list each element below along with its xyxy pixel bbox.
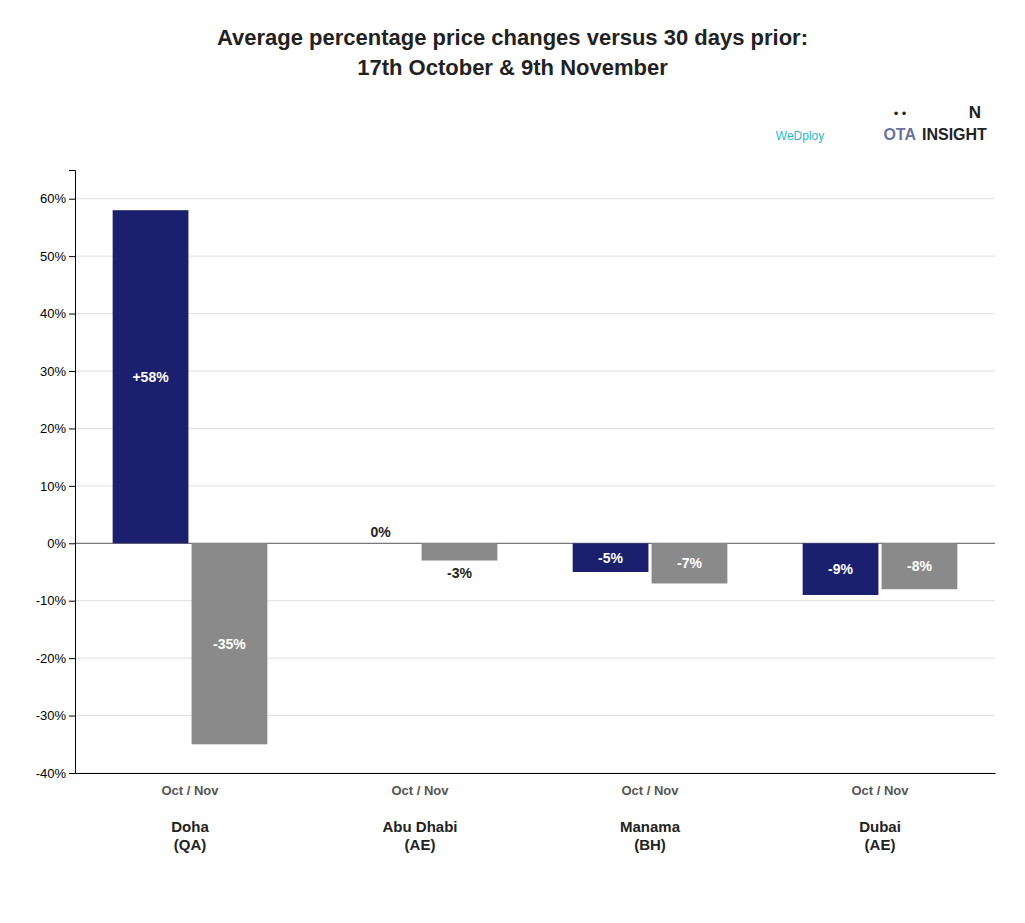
annotation: • • xyxy=(894,106,907,121)
tick-mark xyxy=(69,773,75,774)
tick: 40% xyxy=(40,306,75,321)
tick: Dubai(AE) Oct / Nov xyxy=(851,773,909,853)
tick-mark xyxy=(69,199,75,200)
tick: -10% xyxy=(36,593,75,608)
tick-label: 30% xyxy=(40,364,66,379)
data-label: -8% xyxy=(907,558,932,574)
plot: +58% 0% -5% -9% -35% -3% -7% -8% -40% -30% -20% -10… xyxy=(36,171,996,854)
tick-label: 20% xyxy=(40,421,66,436)
tick-mark xyxy=(69,716,75,717)
group-sublabel: Oct / Nov xyxy=(851,783,909,798)
tick-label: -20% xyxy=(36,651,67,666)
axis-line xyxy=(69,171,76,774)
bar xyxy=(343,543,419,544)
tick: 10% xyxy=(40,479,75,494)
tick: 20% xyxy=(40,421,75,436)
data-labels: +58% 0% -5% -9% -35% -3% -7% -8% xyxy=(132,369,932,652)
grid-line xyxy=(75,485,995,486)
tick: -40% xyxy=(36,766,75,781)
grid-line xyxy=(75,313,995,314)
data-label: -7% xyxy=(677,555,702,571)
tick-mark xyxy=(69,371,75,372)
tick: 60% xyxy=(40,191,75,206)
annotation: OTA xyxy=(883,126,916,143)
grid-line xyxy=(75,428,995,429)
grid-line xyxy=(75,256,995,257)
tick-label: -40% xyxy=(36,766,67,781)
bar xyxy=(573,543,649,572)
bar xyxy=(652,543,728,583)
chart: Average percentage price changes versus … xyxy=(0,0,1025,923)
tick-label: -10% xyxy=(36,593,67,608)
y-axis: -40% -30% -20% -10% 0% 10% 20% 30% 40% 50% 60% xyxy=(36,171,76,781)
group-sublabel: Oct / Nov xyxy=(161,783,219,798)
tick: Abu Dhabi(AE) Oct / Nov xyxy=(383,773,458,853)
tick-mark xyxy=(69,601,75,602)
bar xyxy=(882,543,958,589)
bar xyxy=(192,543,268,744)
x-axis: Doha(QA)Oct / NovAbu Dhabi(AE)Oct / NovM… xyxy=(76,773,996,853)
bar xyxy=(422,543,498,560)
tick-mark xyxy=(69,256,75,257)
group-sublabel: Oct / Nov xyxy=(391,783,449,798)
annotation: WeDploy xyxy=(776,129,824,143)
axis-line xyxy=(76,773,996,774)
tick-mark xyxy=(69,658,75,659)
tick-label: 50% xyxy=(40,249,66,264)
bar xyxy=(803,543,879,595)
annotation: INSIGHT xyxy=(922,126,987,143)
tick-label: 60% xyxy=(40,191,66,206)
bars xyxy=(113,210,958,744)
tick-label: Manama(BH) xyxy=(620,818,681,854)
tick-mark xyxy=(69,428,75,429)
title: Average percentage price changes versus … xyxy=(217,25,808,80)
data-label: -9% xyxy=(828,561,853,577)
tick: 0% xyxy=(47,536,75,551)
grid xyxy=(75,199,995,773)
tick-mark xyxy=(69,543,75,544)
data-label: 0% xyxy=(370,524,391,540)
tick-label: 40% xyxy=(40,306,66,321)
tick-label: Abu Dhabi(AE) xyxy=(383,818,458,854)
tick-label: 0% xyxy=(47,536,66,551)
tick-mark xyxy=(69,486,75,487)
bar xyxy=(113,210,189,543)
tick-label: Doha(QA) xyxy=(171,818,209,854)
tick: 50% xyxy=(40,249,75,264)
tick: -20% xyxy=(36,651,75,666)
tick-label: Dubai(AE) xyxy=(859,818,901,854)
tick: -30% xyxy=(36,708,75,723)
tick-label: 10% xyxy=(40,479,66,494)
tick: 30% xyxy=(40,364,75,379)
tick: Doha(QA) Oct / Nov xyxy=(161,773,219,853)
grid-line xyxy=(75,371,995,372)
grid-line xyxy=(75,198,995,199)
data-label: +58% xyxy=(132,369,169,385)
data-label: -35% xyxy=(213,636,246,652)
tick: Manama(BH) Oct / Nov xyxy=(620,773,681,853)
data-label: -5% xyxy=(598,550,623,566)
tick-mark xyxy=(69,314,75,315)
annotation: N xyxy=(969,103,981,122)
data-label: -3% xyxy=(447,565,472,581)
group-sublabel: Oct / Nov xyxy=(621,783,679,798)
grid-line xyxy=(75,773,995,774)
tick-label: -30% xyxy=(36,708,67,723)
